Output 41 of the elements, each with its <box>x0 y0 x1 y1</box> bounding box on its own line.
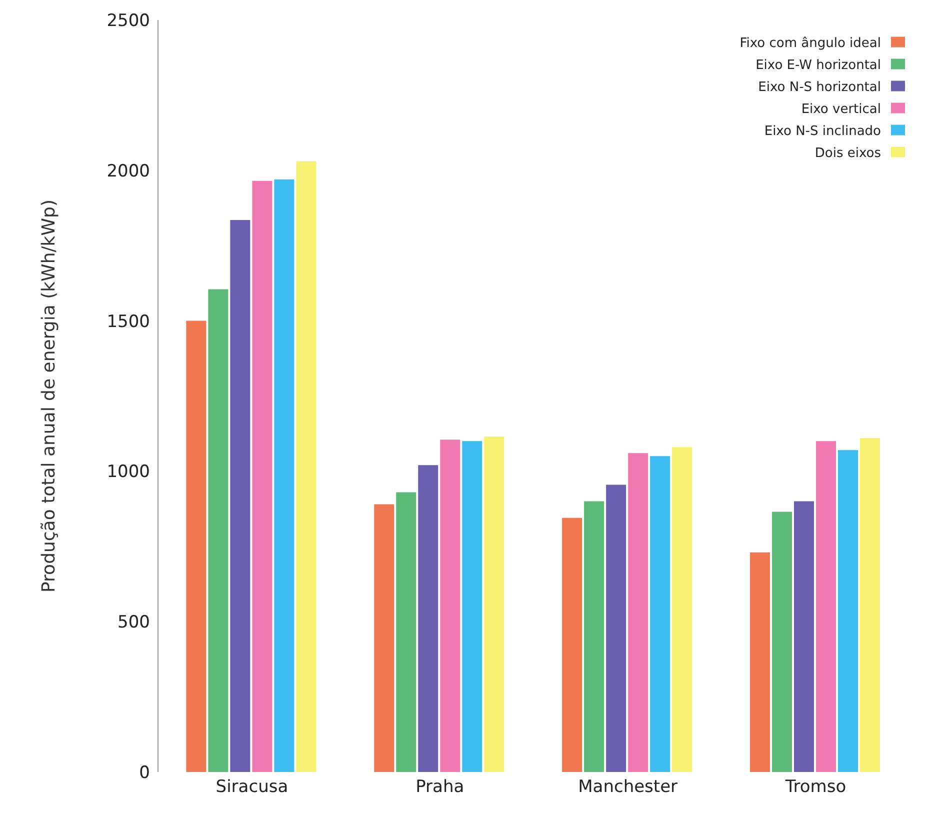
bar <box>230 220 250 772</box>
bar <box>418 465 438 772</box>
legend-label: Eixo N-S horizontal <box>758 80 881 95</box>
bar <box>296 161 316 772</box>
y-axis-title: Produção total anual de energia (kWh/kWp) <box>38 200 60 592</box>
x-tick-label: Manchester <box>578 777 678 798</box>
y-tick-label: 1000 <box>106 462 150 482</box>
legend-label: Fixo com ângulo ideal <box>740 36 881 51</box>
bar <box>838 450 858 772</box>
bar <box>650 456 670 772</box>
legend-label: Eixo vertical <box>801 102 881 117</box>
bar <box>860 438 880 772</box>
bar <box>584 501 604 772</box>
y-tick-label: 0 <box>139 763 150 784</box>
bar <box>274 179 294 772</box>
bar <box>628 453 648 772</box>
x-tick-label: Praha <box>416 777 464 798</box>
y-tick-label: 1500 <box>106 312 150 332</box>
bar <box>484 436 504 772</box>
y-tick-label: 2000 <box>106 161 150 182</box>
bar <box>396 492 416 772</box>
bar <box>562 518 582 772</box>
y-tick-label: 500 <box>118 612 150 633</box>
bar <box>186 320 206 772</box>
legend-label: Eixo N-S inclinado <box>764 124 881 139</box>
bar <box>252 180 272 772</box>
x-tick-label: Tromso <box>784 777 846 798</box>
bar <box>462 441 482 772</box>
bar <box>750 552 770 772</box>
y-tick-label: 2500 <box>106 11 150 32</box>
bar <box>772 512 792 772</box>
bar <box>374 504 394 772</box>
bar <box>440 440 460 772</box>
bar <box>606 484 626 772</box>
bar <box>672 447 692 772</box>
bar <box>794 501 814 772</box>
legend-label: Dois eixos <box>814 146 881 161</box>
bar <box>816 441 836 772</box>
bar <box>208 289 228 772</box>
legend-label: Eixo E-W horizontal <box>756 58 881 73</box>
x-tick-label: Siracusa <box>216 777 288 798</box>
